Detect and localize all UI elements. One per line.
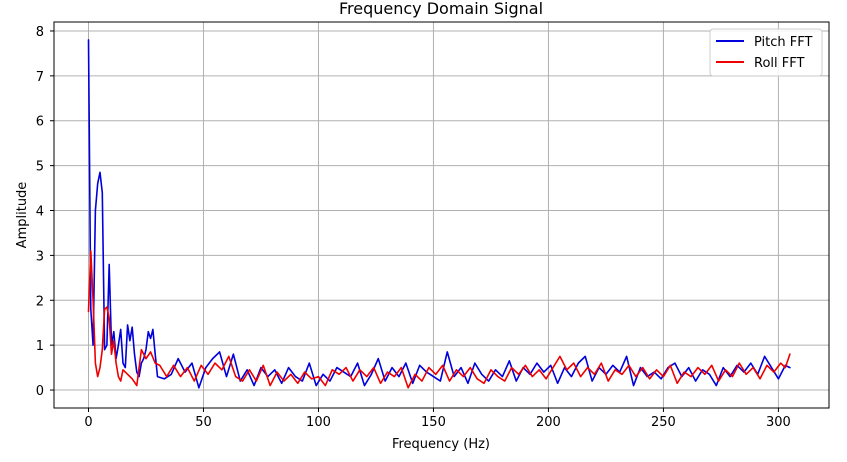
- y-tick-label: 7: [36, 70, 44, 85]
- legend-label-pitch: Pitch FFT: [754, 35, 813, 50]
- chart-title: Frequency Domain Signal: [339, 0, 543, 18]
- x-tick-label: 250: [651, 415, 676, 430]
- plot-frame: [53, 21, 830, 409]
- y-tick-label: 5: [36, 160, 44, 175]
- series-line-pitch-fft: [87, 39, 791, 389]
- x-tick-label: 300: [766, 415, 791, 430]
- y-tick-label: 1: [36, 339, 44, 354]
- y-tick-label: 2: [36, 294, 44, 309]
- x-tick-label: 200: [536, 415, 561, 430]
- legend-label-roll: Roll FFT: [754, 56, 804, 71]
- y-axis-label: Amplitude: [15, 182, 30, 249]
- x-tick-label: 0: [84, 415, 92, 430]
- series-lines: [87, 39, 791, 389]
- x-axis-label: Frequency (Hz): [392, 437, 490, 452]
- x-tick-label: 100: [306, 415, 331, 430]
- x-tick-label: 50: [195, 415, 212, 430]
- legend: Pitch FFT Roll FFT: [709, 28, 823, 77]
- y-tick-label: 3: [36, 249, 44, 264]
- series-line-roll-fft: [87, 250, 791, 389]
- grid-lines: [54, 22, 829, 408]
- y-tick-label: 4: [36, 205, 44, 220]
- axis-ticks: 0 50 100 150 200 250 300 0 1 2 3 4 5 6 7 8: [36, 25, 791, 430]
- y-tick-label: 8: [36, 25, 44, 40]
- y-tick-label: 6: [36, 115, 44, 130]
- y-tick-label: 0: [36, 384, 44, 399]
- x-tick-label: 150: [421, 415, 446, 430]
